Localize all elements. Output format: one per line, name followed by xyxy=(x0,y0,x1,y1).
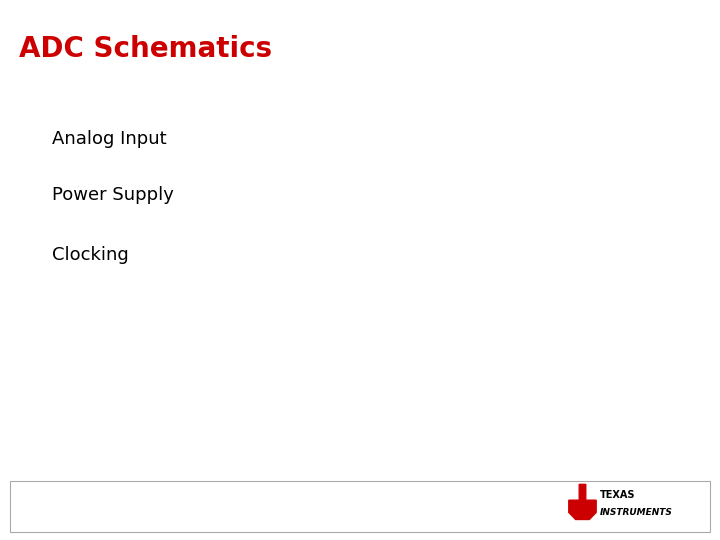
Text: Clocking: Clocking xyxy=(52,246,129,264)
Text: Power Supply: Power Supply xyxy=(52,186,174,204)
FancyBboxPatch shape xyxy=(10,481,710,532)
Text: ADC Schematics: ADC Schematics xyxy=(19,35,273,63)
Polygon shape xyxy=(569,484,596,519)
Text: TEXAS: TEXAS xyxy=(600,490,635,501)
Text: INSTRUMENTS: INSTRUMENTS xyxy=(600,508,672,517)
Text: Analog Input: Analog Input xyxy=(52,130,166,147)
